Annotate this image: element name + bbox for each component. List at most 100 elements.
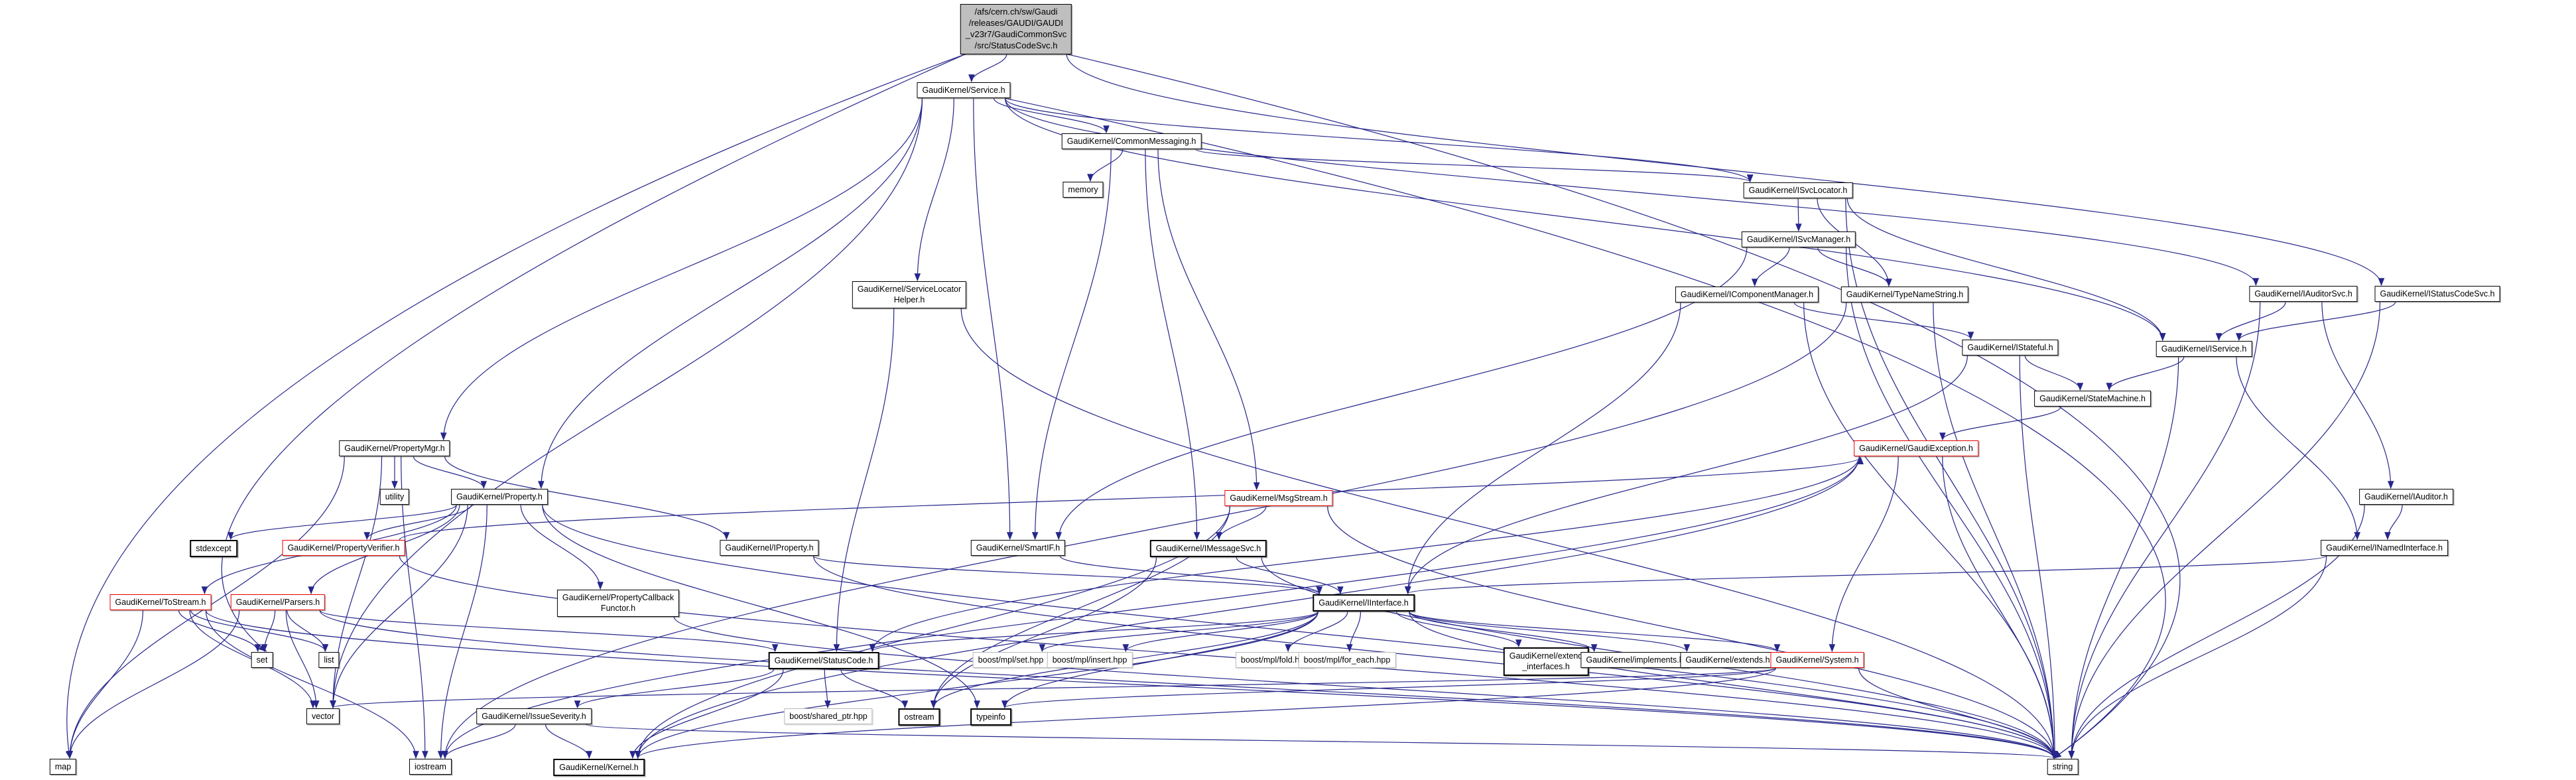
edge-tostream-to-string — [205, 610, 2057, 759]
edge-istateful-to-statemachine — [2024, 356, 2084, 391]
edge-icomponentmanager-to-istateful — [1793, 302, 1974, 340]
edge-statuscode-to-ostream — [840, 669, 909, 709]
edge-msgstream-to-imessagesvc — [1216, 506, 1267, 541]
node-iinterface[interactable]: GaudiKernel/IInterface.h — [1313, 594, 1415, 612]
node-typenamestring[interactable]: GaudiKernel/TypeNameString.h — [1840, 287, 1969, 303]
node-statuscode[interactable]: GaudiKernel/StatusCode.h — [768, 652, 879, 670]
node-smartif[interactable]: GaudiKernel/SmartIF.h — [970, 540, 1066, 556]
edge-property-to-iostream — [437, 505, 487, 759]
edge-iauditorsvc-to-string — [2068, 302, 2261, 759]
edge-istateful-to-string — [2019, 356, 2058, 759]
edge-propertyverifier-to-string — [399, 556, 2057, 759]
edge-iinterface-to-bmplfold — [1285, 612, 1348, 653]
edge-propertymgr-to-vector — [330, 456, 383, 709]
node-inamedinterface[interactable]: GaudiKernel/INamedInterface.h — [2321, 540, 2448, 556]
edge-gaudiexception-to-string — [1942, 456, 2057, 759]
node-propertyverifier[interactable]: GaudiKernel/PropertyVerifier.h — [282, 540, 405, 556]
edge-msgstream-to-ostream — [930, 506, 1230, 709]
node-system[interactable]: GaudiKernel/System.h — [1770, 652, 1864, 669]
node-extendinterfaces[interactable]: GaudiKernel/extend _interfaces.h — [1503, 647, 1589, 676]
node-statemachine[interactable]: GaudiKernel/StateMachine.h — [2034, 391, 2151, 407]
node-kernel[interactable]: GaudiKernel/Kernel.h — [553, 759, 645, 777]
edge-smartif-to-iinterface — [1059, 555, 1322, 595]
edge-iinterface-to-typeinfo — [1001, 612, 1319, 709]
node-iproperty[interactable]: GaudiKernel/IProperty.h — [720, 540, 819, 556]
edge-gaudiexception-to-iostream — [442, 456, 1860, 759]
node-iauditorsvc[interactable]: GaudiKernel/IAuditorSvc.h — [2249, 286, 2358, 302]
node-extends[interactable]: GaudiKernel/extends.h — [1680, 652, 1775, 669]
edge-iinterface-to-system — [1409, 611, 1781, 653]
node-icomponentmanager[interactable]: GaudiKernel/IComponentManager.h — [1675, 287, 1819, 303]
edge-iservice-to-string — [2068, 357, 2179, 759]
node-vector: vector — [306, 708, 340, 725]
node-gaudiexception[interactable]: GaudiKernel/GaudiException.h — [1854, 440, 1978, 457]
edge-tostream-to-list — [190, 610, 329, 653]
edge-iinterface-to-extends — [1409, 611, 1691, 653]
node-list: list — [318, 652, 340, 669]
edge-iservice-to-inamedinterface — [2236, 357, 2360, 541]
node-isvcmanager[interactable]: GaudiKernel/ISvcManager.h — [1741, 231, 1856, 248]
edge-istatuscodesvc-to-iservice — [2236, 302, 2396, 342]
node-root: /afs/cern.ch/sw/Gaudi /releases/GAUDI/GA… — [960, 4, 1072, 54]
node-iostream: iostream — [409, 759, 452, 775]
edge-statuscode-to-boostsharedptr — [824, 669, 831, 709]
edge-iauditorsvc-to-iauditor — [2321, 302, 2394, 489]
edge-propertymgr-to-property — [413, 456, 487, 489]
node-propertymgr[interactable]: GaudiKernel/PropertyMgr.h — [339, 440, 450, 457]
edge-propertycallbackfunctor-to-string — [673, 616, 2057, 759]
edge-issueseverity-to-iostream — [442, 724, 516, 759]
node-issueseverity[interactable]: GaudiKernel/IssueSeverity.h — [476, 708, 592, 725]
node-commonmessaging[interactable]: GaudiKernel/CommonMessaging.h — [1061, 133, 1202, 150]
edge-isvcmanager-to-string — [1846, 247, 2057, 759]
node-tostream[interactable]: GaudiKernel/ToStream.h — [109, 594, 212, 611]
node-isvclocator[interactable]: GaudiKernel/ISvcLocator.h — [1743, 182, 1853, 199]
edge-iinterface-to-statuscode — [869, 611, 1319, 653]
node-propertycallbackfunctor[interactable]: GaudiKernel/PropertyCallback Functor.h — [556, 590, 680, 617]
node-stdexcept: stdexcept — [190, 540, 237, 558]
node-ostream: ostream — [898, 708, 940, 726]
edge-service-to-servicelocatorhelper — [914, 98, 954, 282]
node-iservice[interactable]: GaudiKernel/IService.h — [2156, 341, 2252, 358]
node-boostsharedptr: boost/shared_ptr.hpp — [784, 708, 873, 725]
node-bmplfold: boost/mpl/fold.hpp — [1235, 652, 1315, 669]
edge-statuscode-to-issueseverity — [574, 669, 775, 709]
node-parsers[interactable]: GaudiKernel/Parsers.h — [230, 594, 326, 611]
edge-statemachine-to-gaudiexception — [1939, 407, 2061, 441]
edge-root-to-istatuscodesvc — [1066, 54, 2385, 287]
edge-system-to-string — [1858, 668, 2057, 759]
edge-system-to-vector — [330, 667, 1777, 709]
edge-isvcmanager-to-icomponentmanager — [1751, 247, 1790, 287]
edge-property-to-propertycallbackfunctor — [520, 505, 604, 590]
node-servicelocatorhelper[interactable]: GaudiKernel/ServiceLocator Helper.h — [852, 281, 967, 308]
edge-parsers-to-map — [66, 610, 240, 759]
node-istatuscodesvc[interactable]: GaudiKernel/IStatusCodeSvc.h — [2374, 286, 2500, 302]
edge-iinterface-to-extendinterfaces — [1395, 612, 1522, 648]
edge-commonmessaging-to-smartif — [1031, 149, 1112, 541]
node-imessagesvc[interactable]: GaudiKernel/IMessageSvc.h — [1149, 540, 1267, 558]
edge-inamedinterface-to-string — [2068, 556, 2327, 759]
edge-property-to-stdexcept — [227, 504, 457, 541]
edge-istateful-to-iinterface — [1405, 356, 1968, 595]
edge-parsers-to-statuscode — [319, 610, 779, 653]
edge-property-to-string — [542, 505, 2057, 759]
edge-iservice-to-statemachine — [2106, 357, 2185, 391]
node-implements[interactable]: GaudiKernel/implements.h — [1580, 652, 1689, 669]
node-istateful[interactable]: GaudiKernel/IStateful.h — [1962, 340, 2059, 356]
node-iauditor[interactable]: GaudiKernel/IAuditor.h — [2359, 489, 2453, 505]
node-bmplinsert: boost/mpl/insert.hpp — [1047, 652, 1133, 669]
edge-property-to-vector — [330, 505, 468, 709]
edge-parsers-to-string — [319, 610, 2057, 759]
edge-issueseverity-to-kernel — [545, 724, 593, 759]
node-msgstream[interactable]: GaudiKernel/MsgStream.h — [1224, 490, 1333, 507]
edge-propertymgr-to-iproperty — [444, 456, 730, 541]
edge-iinterface-to-bmplinsert — [1122, 611, 1319, 653]
edge-property-to-propertyverifier — [363, 505, 472, 541]
edge-msgstream-to-string — [1327, 506, 2057, 759]
edge-tostream-to-iostream — [205, 610, 419, 759]
node-property[interactable]: GaudiKernel/Property.h — [451, 489, 548, 505]
node-service[interactable]: GaudiKernel/Service.h — [917, 82, 1011, 99]
node-bmplforeach: boost/mpl/for_each.hpp — [1298, 652, 1396, 669]
node-utility: utility — [379, 489, 410, 505]
